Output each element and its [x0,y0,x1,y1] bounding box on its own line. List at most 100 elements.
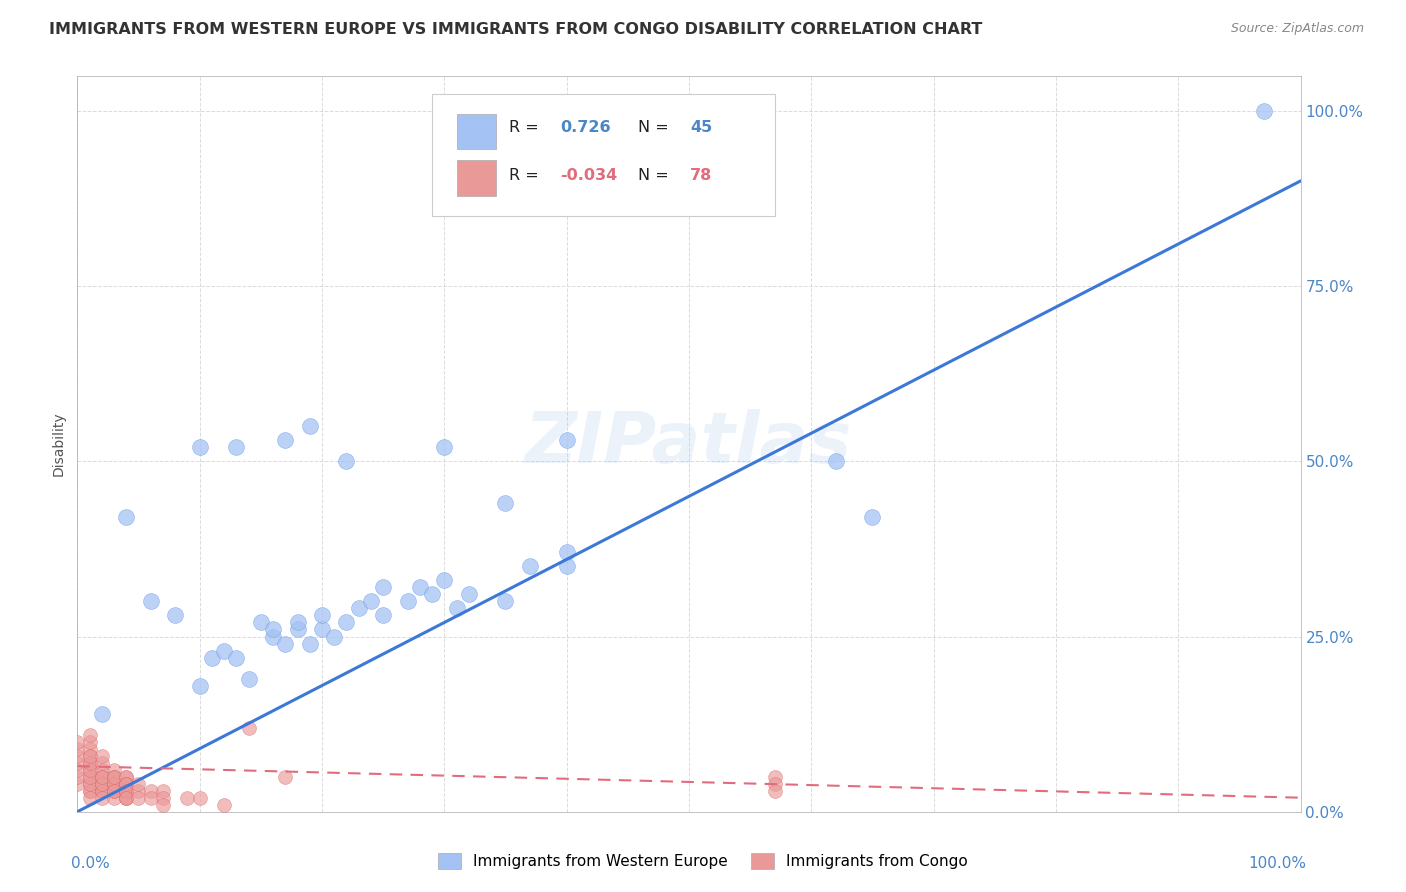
Point [238,672,260,686]
Point [274,434,297,448]
Point [519,559,541,574]
Point [347,601,370,615]
Point [79,734,101,748]
Point [90,777,112,791]
Point [79,763,101,777]
Point [212,643,235,657]
Point [90,763,112,777]
Text: -0.034: -0.034 [561,168,617,183]
Point [90,777,112,791]
Point [115,777,138,791]
Point [212,797,235,812]
Point [90,770,112,784]
Point [79,741,101,756]
Point [298,636,321,650]
Point [103,783,125,797]
Point [225,440,247,454]
Point [127,777,149,791]
Point [176,790,198,805]
Point [115,777,138,791]
Point [396,594,419,608]
Point [555,559,578,574]
Text: IMMIGRANTS FROM WESTERN EUROPE VS IMMIGRANTS FROM CONGO DISABILITY CORRELATION C: IMMIGRANTS FROM WESTERN EUROPE VS IMMIGR… [49,22,983,37]
Text: 78: 78 [690,168,713,183]
Point [555,545,578,559]
Point [115,790,138,805]
Text: ZIPatlas: ZIPatlas [526,409,852,478]
Point [79,790,101,805]
Point [66,734,89,748]
Point [287,623,309,637]
Point [115,770,138,784]
Point [862,510,884,524]
Point [103,777,125,791]
Point [66,777,89,791]
Point [90,748,112,763]
Point [90,783,112,797]
Point [115,777,138,791]
Point [103,783,125,797]
Point [287,615,309,630]
Point [103,777,125,791]
Point [103,770,125,784]
Point [66,763,89,777]
Point [66,770,89,784]
Point [115,790,138,805]
Point [79,770,101,784]
Point [165,608,187,623]
Text: 0.0%: 0.0% [72,856,110,871]
Text: R =: R = [509,120,544,135]
Point [238,721,260,735]
Point [79,777,101,791]
Point [90,777,112,791]
Text: N =: N = [637,120,673,135]
Point [446,601,468,615]
Point [763,783,786,797]
Point [371,608,394,623]
Point [103,763,125,777]
Text: R =: R = [509,168,544,183]
Point [139,594,162,608]
Point [127,783,149,797]
Point [360,594,382,608]
Point [152,797,174,812]
Point [555,434,578,448]
Point [115,510,138,524]
Y-axis label: Disability: Disability [52,411,66,476]
Point [66,756,89,770]
Point [225,650,247,665]
Text: Source: ZipAtlas.com: Source: ZipAtlas.com [1230,22,1364,36]
Point [66,741,89,756]
FancyBboxPatch shape [432,95,775,216]
Point [262,630,284,644]
Point [103,783,125,797]
Point [274,770,297,784]
Point [152,790,174,805]
Point [115,770,138,784]
Point [90,756,112,770]
Point [298,419,321,434]
Point [66,748,89,763]
Point [90,790,112,805]
Point [103,770,125,784]
Point [323,630,346,644]
Point [79,777,101,791]
Point [495,496,517,510]
Point [90,783,112,797]
Point [274,636,297,650]
Point [188,790,211,805]
Point [115,783,138,797]
Point [335,454,357,468]
Point [79,763,101,777]
Point [103,770,125,784]
Point [79,748,101,763]
Point [311,608,333,623]
Point [201,650,224,665]
Point [90,770,112,784]
Point [79,728,101,742]
Text: 100.0%: 100.0% [1249,856,1306,871]
Point [127,790,149,805]
Point [763,777,786,791]
Point [433,440,456,454]
Point [115,790,138,805]
